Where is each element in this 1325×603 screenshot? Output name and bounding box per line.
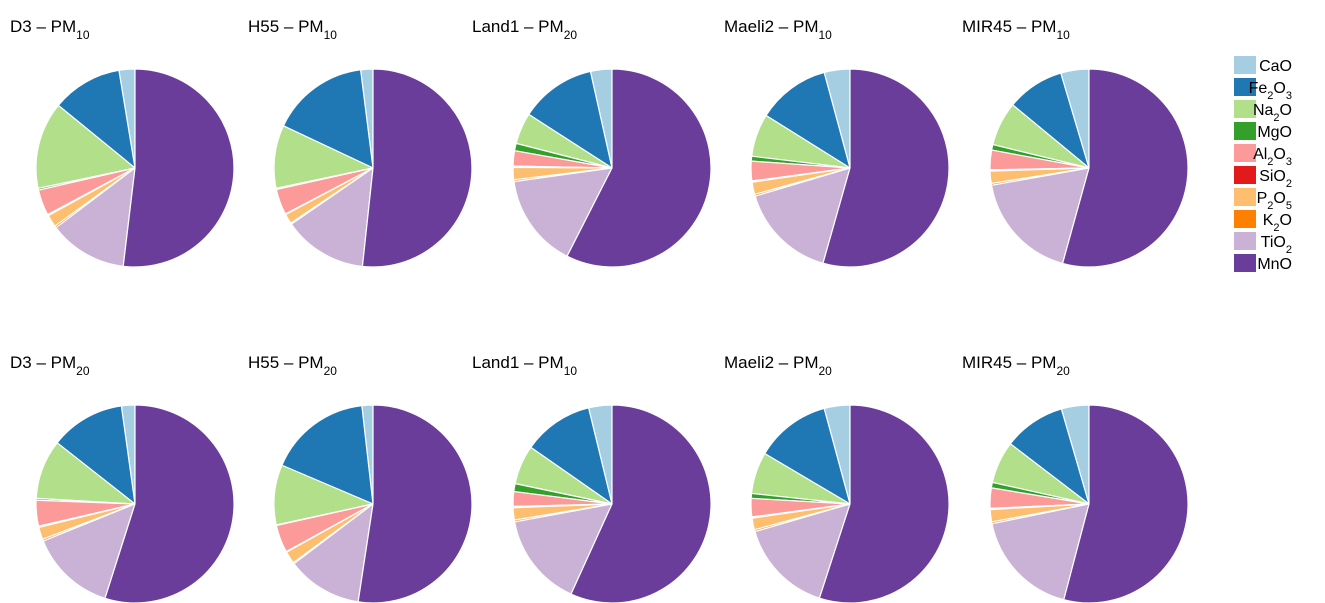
legend-label: K2O [1263,212,1292,234]
legend-swatch [1234,100,1256,118]
pie-chart: H55 – PM10 [248,17,473,268]
chart-title: H55 – PM10 [248,17,337,42]
pie-slice-tio2 [290,167,374,268]
legend-item: K2O [1234,210,1292,234]
chart-title: H55 – PM20 [248,353,337,378]
pie-slice-fe2o3 [282,69,374,169]
legend-label: Al2O3 [1253,146,1292,168]
legend-item: Al2O3 [1234,144,1292,168]
pie-slice-tio2 [514,503,613,595]
pie-slice-mno [361,68,473,268]
pie-slice-mno [818,404,950,603]
legend-item: Na2O [1234,100,1292,124]
charts-area: D3 – PM10 H55 – PM10 Land1 – PM20 Maeli2 – … [10,17,1189,603]
legend-item: MnO [1234,254,1292,273]
pie-slice-mno [822,68,950,268]
pie-slice-tio2 [754,503,851,599]
legend-item: CaO [1234,56,1292,75]
legend-swatch [1234,122,1256,140]
pie-slice-tio2 [513,167,613,257]
pie-slice-tio2 [991,503,1090,601]
legend-label: CaO [1259,58,1292,75]
pie-slice-fe2o3 [281,405,374,505]
pie-slice-fe2o3 [530,407,613,505]
legend-swatch [1234,78,1256,96]
legend-label: P2O5 [1257,190,1292,212]
legend-label: Fe2O3 [1249,80,1292,102]
legend-swatch [1234,166,1256,184]
pie-slice-tio2 [990,167,1090,265]
pie-chart: MIR45 – PM20 [962,353,1189,603]
pie-chart: Land1 – PM10 [472,353,712,603]
legend-swatch [1234,144,1256,162]
chart-title: Maeli2 – PM20 [724,353,832,378]
pie-slice-tio2 [293,503,374,603]
pie-chart: D3 – PM20 [10,353,235,603]
pie-slice-na2o [35,104,136,189]
legend-label: MgO [1257,124,1292,141]
pie-slice-fe2o3 [57,69,136,169]
legend-item: TiO2 [1234,232,1292,256]
pie-chart: MIR45 – PM10 [962,17,1189,268]
legend-label: TiO2 [1261,234,1292,256]
pie-slice-mno [1061,68,1189,268]
chart-title: Land1 – PM10 [472,353,577,378]
legend-swatch [1234,232,1256,250]
chart-title: Maeli2 – PM10 [724,17,832,42]
pie-slice-tio2 [55,167,136,267]
pie-slice-fe2o3 [528,70,613,169]
pie-chart: H55 – PM20 [248,353,473,603]
pie-slice-fe2o3 [56,405,136,505]
pie-slice-fe2o3 [764,407,851,505]
pie-chart: D3 – PM10 [10,17,235,268]
pie-chart: Maeli2 – PM10 [724,17,950,268]
pie-slice-mno [1063,404,1189,603]
pie-slice-mno [357,404,473,603]
legend-item: Fe2O3 [1234,78,1292,102]
chart-title: D3 – PM20 [10,353,90,378]
pie-slice-fe2o3 [765,71,851,169]
chart-title: D3 – PM10 [10,17,90,42]
legend-item: SiO2 [1234,166,1292,190]
legend-label: Na2O [1253,102,1292,124]
pie-slice-tio2 [754,167,851,264]
legend-label: SiO2 [1259,168,1292,190]
legend-swatch [1234,188,1256,206]
chart-title: Land1 – PM20 [472,17,577,42]
chart-title: MIR45 – PM10 [962,17,1070,42]
legend-item: P2O5 [1234,188,1292,212]
pie-slice-mno [566,68,712,268]
legend-swatch [1234,210,1256,228]
legend-item: MgO [1234,122,1292,141]
legend-swatch [1234,56,1256,74]
legend-label: MnO [1257,256,1292,273]
pie-chart: Maeli2 – PM20 [724,353,950,603]
pie-slice-mno [104,404,235,603]
chart-title: MIR45 – PM20 [962,353,1070,378]
pie-slice-mno [122,68,235,268]
pie-chart: Land1 – PM20 [472,17,712,268]
legend-swatch [1234,254,1256,272]
